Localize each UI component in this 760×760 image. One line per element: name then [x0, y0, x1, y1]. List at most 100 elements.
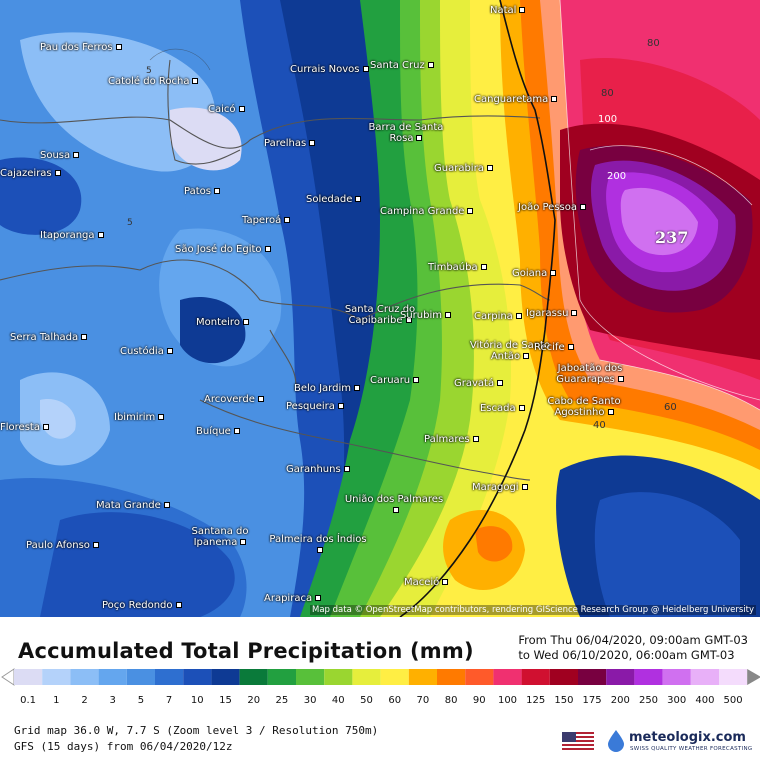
- city-label: Taperoá: [242, 215, 291, 226]
- scale-color-swatch: [211, 669, 240, 685]
- city-name: Escada: [480, 403, 516, 414]
- city-name: Caruaru: [370, 375, 411, 386]
- city-marker-icon: [497, 380, 504, 386]
- city-marker-icon: [472, 436, 479, 442]
- city-name: Carpina: [474, 311, 513, 322]
- city-marker-icon: [579, 204, 586, 210]
- city-label: Santa Cruz: [370, 60, 434, 71]
- city-label: Campina Grande: [380, 206, 474, 217]
- date-range: From Thu 06/04/2020, 09:00am GMT-03 to W…: [518, 633, 748, 663]
- city-label: João Pessoa: [518, 202, 586, 213]
- scale-min-arrow: [1, 668, 15, 686]
- scale-tick-label: 150: [554, 695, 573, 706]
- city-marker-icon: [315, 595, 322, 601]
- scale-color-swatch: [521, 669, 550, 685]
- city-name: Monteiro: [196, 317, 240, 328]
- scale-tick-label: 0.1: [20, 695, 36, 706]
- scale-tick-label: 400: [695, 695, 714, 706]
- scale-color-swatch: [634, 669, 663, 685]
- city-label: Natal: [490, 5, 526, 16]
- scale-tick-label: 70: [417, 695, 430, 706]
- legend-panel: Accumulated Total Precipitation (mm) Fro…: [0, 617, 760, 760]
- range-from: From Thu 06/04/2020, 09:00am GMT-03: [518, 633, 748, 647]
- city-marker-icon: [427, 62, 434, 68]
- city-name: Surubim: [400, 310, 443, 321]
- scale-tick-label: 5: [138, 695, 144, 706]
- city-label: Custódia: [120, 346, 173, 357]
- city-name: Buíque: [196, 426, 231, 437]
- contour-label: 80: [601, 88, 614, 99]
- city-label: Goiana: [512, 268, 557, 279]
- city-marker-icon: [54, 170, 61, 176]
- city-name: Recife: [534, 342, 565, 353]
- city-marker-icon: [416, 135, 423, 141]
- model-info: GFS (15 days) from 06/04/2020/12z: [14, 740, 233, 753]
- city-label: Patos: [184, 186, 220, 197]
- city-marker-icon: [521, 484, 528, 490]
- scale-color-swatch: [267, 669, 296, 685]
- scale-color-swatch: [126, 669, 155, 685]
- city-name: Arcoverde: [204, 394, 255, 405]
- city-label: Parelhas: [264, 138, 316, 149]
- city-marker-icon: [238, 106, 245, 112]
- scale-tick-label: 10: [191, 695, 204, 706]
- city-marker-icon: [166, 348, 173, 354]
- city-marker-icon: [92, 542, 99, 548]
- scale-color-swatch: [578, 669, 607, 685]
- scale-color-swatch: [14, 669, 43, 685]
- scale-tick-label: 50: [360, 695, 373, 706]
- city-name: Canguaretama: [474, 94, 549, 105]
- city-name: Pau dos Ferros: [40, 42, 113, 53]
- city-name: Natal: [490, 5, 517, 16]
- city-marker-icon: [617, 376, 624, 382]
- city-marker-icon: [445, 312, 452, 318]
- city-label: Buíque: [196, 426, 240, 437]
- city-name: Barra de Santa Rosa: [368, 122, 444, 144]
- scale-tick-label: 15: [219, 695, 232, 706]
- city-label: Currais Novos: [290, 64, 369, 75]
- city-marker-icon: [42, 424, 49, 430]
- scale-color-swatch: [98, 669, 127, 685]
- city-label: Mata Grande: [96, 500, 170, 511]
- city-marker-icon: [405, 317, 412, 323]
- precipitation-map[interactable]: 80 80 100 200 60 40 5 5 237 Natal Pau dos…: [0, 0, 760, 618]
- city-marker-icon: [480, 264, 487, 270]
- color-scale-bar: 0.1 1 2 3 5 7 10 15 20 25 30 40 50 60 70 80 90 100 125 150 1…: [1, 668, 760, 706]
- contour-label: 200: [607, 171, 627, 182]
- city-marker-icon: [175, 602, 182, 608]
- city-marker-icon: [73, 152, 80, 158]
- scale-tick-label: 500: [724, 695, 743, 706]
- brand-logo[interactable]: meteologix.com: [629, 730, 746, 745]
- scale-color-swatch: [493, 669, 522, 685]
- scale-color-swatch: [352, 669, 381, 685]
- city-marker-icon: [355, 196, 362, 202]
- city-label: Caruaru: [370, 375, 420, 386]
- city-label: Timbaúba: [428, 262, 487, 273]
- us-flag-icon[interactable]: [562, 732, 594, 750]
- city-marker-icon: [337, 403, 344, 409]
- city-label: Garanhuns: [286, 464, 350, 475]
- city-name: Campina Grande: [380, 206, 465, 217]
- city-name: São José do Egito: [175, 244, 262, 255]
- city-name: Mata Grande: [96, 500, 161, 511]
- city-label: Escada: [480, 403, 525, 414]
- contour-label: 80: [647, 38, 660, 49]
- city-name: Cabo de Santo Agostinho: [547, 396, 621, 418]
- city-name: União dos Palmares: [344, 494, 444, 505]
- city-label: Santana do Ipanema: [170, 526, 270, 548]
- city-marker-icon: [163, 502, 170, 508]
- city-label: Maragogi: [472, 482, 528, 493]
- city-marker-icon: [467, 208, 474, 214]
- scale-color-swatch: [606, 669, 635, 685]
- map-attribution: Map data © OpenStreetMap contributors, r…: [310, 605, 756, 615]
- city-name: Arapiraca: [264, 593, 313, 604]
- scale-tick-label: 80: [445, 695, 458, 706]
- meteologix-logo-icon: [608, 730, 624, 752]
- legend-title: Accumulated Total Precipitation (mm): [18, 639, 474, 663]
- city-name: Garanhuns: [286, 464, 341, 475]
- city-marker-icon: [353, 385, 360, 391]
- city-marker-icon: [257, 396, 264, 402]
- city-marker-icon: [567, 344, 574, 350]
- city-name: Pesqueira: [286, 401, 335, 412]
- city-marker-icon: [242, 319, 249, 325]
